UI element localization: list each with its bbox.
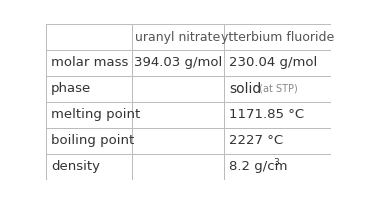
Bar <box>132 154 224 180</box>
Bar <box>132 128 224 154</box>
Text: density: density <box>51 160 100 173</box>
Bar <box>46 50 132 76</box>
Text: 3: 3 <box>273 158 279 167</box>
Bar <box>224 76 331 102</box>
Text: ytterbium fluoride: ytterbium fluoride <box>221 31 335 44</box>
Bar <box>132 102 224 128</box>
Bar <box>132 76 224 102</box>
Bar <box>224 102 331 128</box>
Text: 2227 °C: 2227 °C <box>229 134 283 147</box>
Bar <box>224 50 331 76</box>
Text: phase: phase <box>51 82 91 95</box>
Bar <box>46 76 132 102</box>
Bar <box>46 128 132 154</box>
Text: 8.2 g/cm: 8.2 g/cm <box>229 160 288 173</box>
Text: (at STP): (at STP) <box>256 84 298 94</box>
Text: uranyl nitrate: uranyl nitrate <box>135 31 220 44</box>
Bar <box>224 154 331 180</box>
Text: 394.03 g/mol: 394.03 g/mol <box>134 56 222 69</box>
Text: molar mass: molar mass <box>51 56 128 69</box>
Bar <box>224 128 331 154</box>
Bar <box>132 24 224 50</box>
Text: boiling point: boiling point <box>51 134 134 147</box>
Bar <box>46 102 132 128</box>
Bar <box>132 50 224 76</box>
Bar <box>224 24 331 50</box>
Text: melting point: melting point <box>51 108 140 121</box>
Text: 230.04 g/mol: 230.04 g/mol <box>229 56 318 69</box>
Bar <box>46 24 132 50</box>
Text: solid: solid <box>229 82 262 96</box>
Bar <box>46 154 132 180</box>
Text: 1171.85 °C: 1171.85 °C <box>229 108 304 121</box>
